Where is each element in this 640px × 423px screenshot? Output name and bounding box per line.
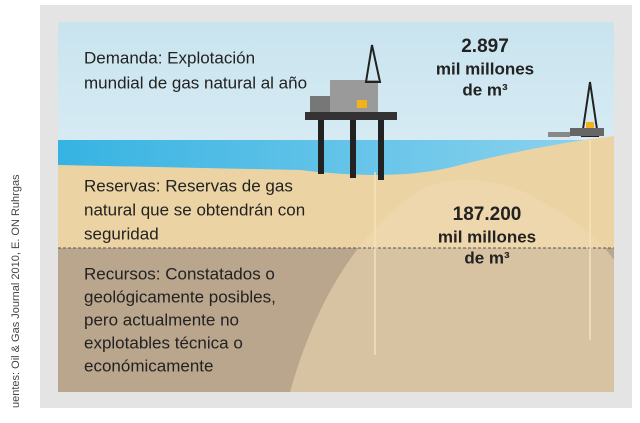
description: pero actualmente no <box>84 310 239 329</box>
dome <box>290 180 614 392</box>
scene <box>58 22 614 392</box>
description: natural que se obtendrán con <box>84 200 305 219</box>
unit: de m³ <box>464 248 510 267</box>
description: económicamente <box>84 356 213 375</box>
description: geológicamente posibles, <box>84 287 276 306</box>
source: uentes: Oil & Gas Journal 2010, E. ON Ru… <box>10 174 22 408</box>
amount: 187.200 <box>453 204 522 225</box>
description: Demanda: Explotación <box>84 48 255 67</box>
unit: mil millones <box>436 59 534 78</box>
platform <box>305 44 397 180</box>
amount: 2.897 <box>461 36 509 57</box>
unit: mil millones <box>438 227 536 246</box>
description: seguridad <box>84 224 159 243</box>
land-rig <box>548 81 604 137</box>
description: Recursos: Constatados o <box>84 264 275 283</box>
description: Reservas: Reservas de gas <box>84 176 293 195</box>
unit: de m³ <box>462 80 508 99</box>
labels: Demanda: Explotación mundial de gas natur… <box>10 36 536 408</box>
description: mundial de gas natural al año <box>84 73 307 92</box>
description: explotables técnica o <box>84 333 243 352</box>
